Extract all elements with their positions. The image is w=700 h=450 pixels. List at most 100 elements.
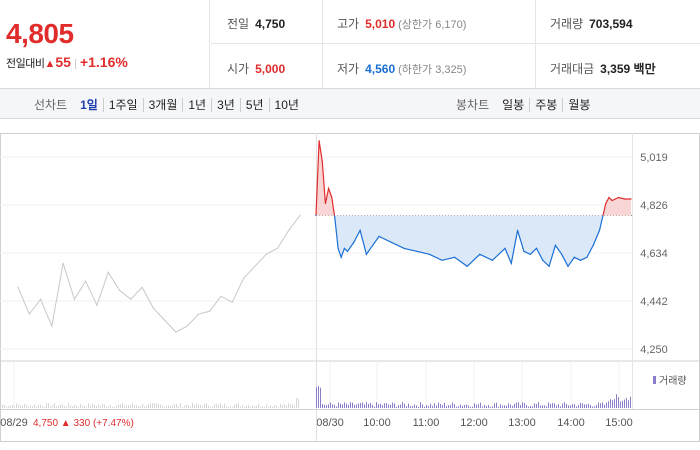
volume-bar — [86, 406, 87, 408]
volume-bar — [558, 404, 559, 408]
volume-bar — [426, 405, 427, 408]
today-point — [542, 259, 544, 261]
prev-day-point — [186, 325, 188, 327]
today-point — [630, 198, 632, 200]
volume-bar — [498, 406, 499, 408]
volume-bar — [76, 405, 77, 408]
volume-bar — [448, 405, 449, 408]
price-chart[interactable]: 5,019 4,826 4,634 4,442 4,250 08/29 08/30 10:00… — [0, 119, 700, 450]
volume-bar — [390, 404, 391, 408]
volume-bar — [134, 405, 135, 408]
volume-bar — [454, 404, 455, 408]
divider — [535, 0, 536, 89]
tab-line-4[interactable]: 3년 — [212, 98, 241, 112]
volume-bar — [556, 405, 557, 408]
line-chart-tabs: 선차트 1일 1주일 3개월 1년 3년 5년 10년 — [34, 96, 304, 113]
volume-bar — [422, 404, 423, 408]
volume-bar — [24, 403, 25, 408]
tab-candle-0[interactable]: 일봉 — [497, 98, 531, 112]
price-change-row: 전일대비▲55 +1.16% — [6, 54, 128, 71]
volume-bar — [388, 404, 389, 408]
volume-bar — [526, 404, 527, 408]
volume-bar — [182, 406, 183, 408]
volume-bar — [598, 402, 599, 408]
volume-bar — [14, 406, 15, 408]
volume-bar — [604, 404, 605, 408]
tab-candle-2[interactable]: 월봉 — [568, 98, 591, 112]
volume-bar — [40, 405, 41, 408]
volume-bar — [326, 405, 327, 408]
volume-bar — [548, 402, 549, 408]
tab-line-0[interactable]: 1일 — [75, 98, 104, 112]
volume-bar — [114, 406, 115, 408]
volume-bar — [374, 406, 375, 408]
volume-bar — [62, 404, 63, 408]
y-tick-label: 4,250 — [640, 344, 668, 356]
volume-bar — [184, 405, 185, 408]
today-point — [403, 247, 405, 249]
divider — [74, 58, 76, 69]
x-tick-label: 15:00 — [605, 417, 633, 429]
tab-line-5[interactable]: 5년 — [240, 98, 270, 112]
volume-bar — [616, 394, 617, 408]
volume-bar — [32, 406, 33, 408]
volume-bar — [612, 400, 613, 408]
stats-panel: 전일 4,750 고가 5,010 (상한가 6,170) 거래량 703,594 시가… — [211, 0, 700, 89]
today-point — [321, 161, 323, 163]
prev-day-point — [152, 307, 154, 309]
chart-frame — [0, 133, 700, 442]
volume-bar — [600, 403, 601, 408]
line-chart-label: 선차트 — [34, 98, 68, 112]
volume-bar — [226, 406, 227, 408]
volume-bar — [360, 403, 361, 408]
volume-bar — [516, 402, 517, 408]
up-arrow-icon: ▲ — [44, 58, 56, 70]
tab-line-3[interactable]: 1년 — [183, 98, 213, 112]
today-point — [479, 253, 481, 255]
volume-bar — [450, 404, 451, 408]
prev-day-point — [130, 298, 132, 300]
volume-bar — [158, 404, 159, 408]
tab-line-2[interactable]: 3개월 — [143, 98, 184, 112]
volume-bar — [562, 403, 563, 408]
prev-day-point — [220, 295, 222, 297]
volume-bar — [582, 403, 583, 408]
volume-bar — [292, 404, 293, 408]
today-point — [454, 256, 456, 258]
volume-legend-icon — [653, 376, 656, 384]
today-point — [523, 250, 525, 252]
stat-volume: 거래량 703,594 — [550, 17, 633, 31]
prev-day-point — [209, 310, 211, 312]
tab-line-6[interactable]: 10년 — [274, 98, 299, 112]
volume-bar — [288, 403, 289, 408]
volume-bar — [484, 404, 485, 408]
volume-bar — [128, 405, 129, 408]
y-tick-label: 4,634 — [640, 248, 668, 260]
volume-bar — [322, 403, 323, 408]
volume-bar — [168, 405, 169, 408]
volume-bar — [412, 405, 413, 408]
volume-bar — [252, 405, 253, 408]
volume-bar — [490, 406, 491, 408]
volume-bar — [8, 406, 9, 408]
volume-bar — [606, 402, 607, 408]
prev-day-point — [243, 277, 245, 279]
today-point — [592, 244, 594, 246]
volume-bar — [436, 405, 437, 408]
tab-line-1[interactable]: 1주일 — [103, 98, 144, 112]
prev-day-point — [118, 289, 121, 291]
volume-bar — [342, 404, 343, 408]
volume-bar — [90, 406, 91, 408]
volume-bar — [106, 406, 107, 408]
stats-row-2: 시가 5,000 저가 4,560 (하한가 3,325) 거래대금 3,359 백만 — [211, 45, 700, 89]
tab-candle-1[interactable]: 주봉 — [530, 98, 564, 112]
stat-high: 고가 5,010 (상한가 6,170) — [337, 17, 467, 31]
volume-bar — [552, 403, 553, 408]
volume-bar — [240, 406, 241, 408]
stat-prev-close: 전일 4,750 — [227, 17, 286, 31]
change-rate: +1.16% — [79, 54, 128, 70]
volume-bar — [28, 406, 29, 408]
volume-bar — [466, 404, 467, 408]
today-point — [611, 199, 613, 202]
volume-bar — [626, 397, 627, 408]
